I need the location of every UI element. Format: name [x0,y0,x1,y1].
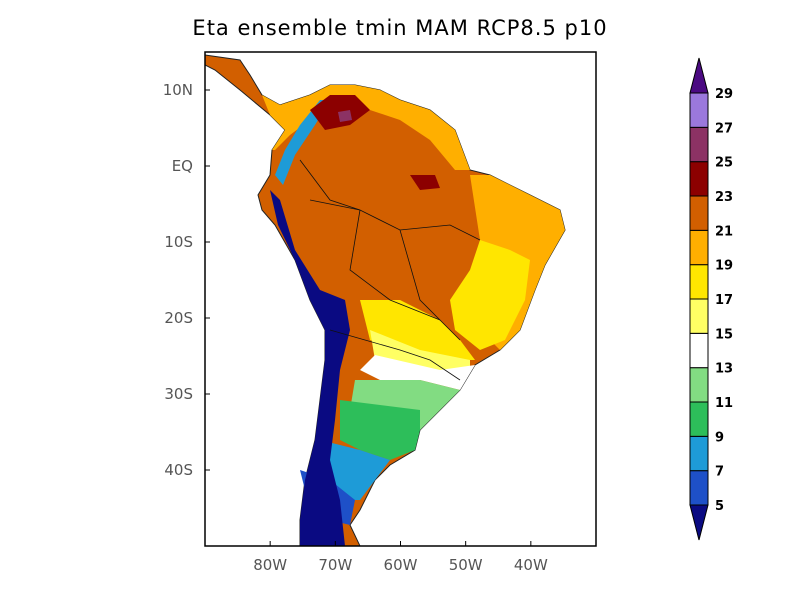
colorbar-below-arrow [689,504,709,541]
region-hot-spot-amazon [410,175,440,190]
colorbar-box [689,332,709,369]
colorbar-box [689,126,709,163]
lat-tick-label: 10N [163,81,193,99]
lon-tick-label: 80W [253,556,287,574]
colorbar-label: 27 [715,121,733,136]
colorbar-box [689,92,709,128]
lon-tick-label: 70W [318,556,352,574]
colorbar-label: 25 [715,156,733,171]
colorbar-box [689,367,709,403]
region-andes [270,190,350,546]
lat-tick-label: 40S [164,461,193,479]
lat-tick-label: 10S [164,233,193,251]
region-white-zone [360,355,475,390]
lon-tick-label: 40W [514,556,548,574]
region-andes-north [275,100,330,185]
lat-tick-label: 30S [164,385,193,403]
map-title: Eta ensemble tmin MAM RCP8.5 p10 [192,16,608,40]
country-border [299,159,361,211]
region-east-yellow [450,240,530,350]
colorbar-label: 5 [715,499,724,514]
country-border [349,209,441,321]
lat-tick-label: 20S [164,309,193,327]
colorbar-label: 11 [715,396,733,411]
colorbar-label: 15 [715,327,733,342]
colorbar-box [689,264,709,300]
region-north-coast-band [262,85,470,170]
colorbar-box [689,470,709,506]
colorbar-label: 29 [715,87,733,102]
lon-tick-label: 50W [449,556,483,574]
colorbar-box [689,195,709,231]
colorbar-label: 17 [715,293,733,308]
colorbar-label: 19 [715,259,733,274]
colorbar-box [689,229,709,266]
colorbar-box [689,401,709,437]
colorbar-above-arrow [689,57,709,94]
country-border [329,329,461,381]
country-border [399,229,461,341]
region-max-spot [338,110,352,122]
lon-tick-label: 60W [384,556,418,574]
colorbar-label: 13 [715,362,733,377]
colorbar-label: 7 [715,465,724,480]
colorbar-label: 23 [715,190,733,205]
lat-tick-label: EQ [172,157,193,175]
colorbar-box [689,298,709,334]
colorbar-label: 21 [715,224,733,239]
colorbar-label: 9 [715,430,724,445]
colorbar-box [689,161,709,197]
colorbar-box [689,435,709,472]
region-green [340,400,420,460]
